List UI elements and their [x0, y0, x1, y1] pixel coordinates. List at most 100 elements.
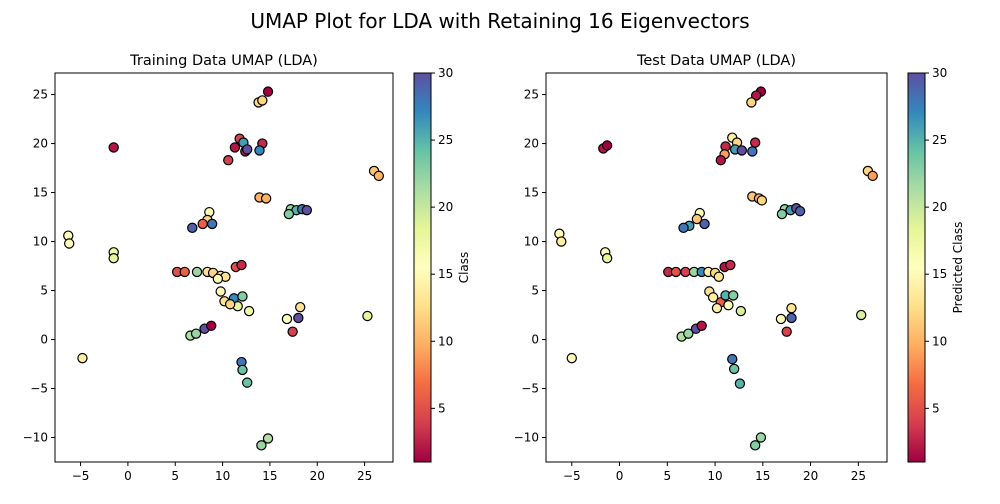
x-tick-label: 5: [663, 469, 671, 483]
scatter-point: [236, 259, 247, 271]
x-tick-label: 0: [616, 469, 624, 483]
x-tick-label: 15: [262, 469, 277, 483]
y-tick-label: 20: [33, 137, 48, 151]
scatter-point: [223, 155, 234, 166]
scatter-point: [680, 266, 691, 278]
y-tick-label: 25: [33, 88, 48, 102]
scatter-point: [212, 273, 224, 284]
scatter-point: [215, 286, 226, 297]
scatter-point: [262, 86, 274, 97]
scatter-point: [781, 326, 792, 337]
colorbar-tick-label: 20: [932, 200, 947, 214]
y-tick-label: −5: [521, 382, 539, 396]
colorbar-label: Class: [457, 252, 471, 284]
colorbar-tick-label: 25: [932, 133, 947, 147]
x-tick-label: 25: [851, 469, 866, 483]
scatter-point: [190, 328, 202, 339]
scatter-point: [281, 313, 293, 325]
scatter-point: [362, 310, 373, 322]
plot-area: [54, 72, 394, 463]
scatter-point: [867, 170, 878, 182]
colorbar: [413, 72, 432, 463]
scatter-point: [295, 301, 306, 313]
x-tick-label: 10: [707, 469, 722, 483]
y-tick-label: −10: [23, 431, 48, 445]
x-tick-label: −5: [72, 469, 90, 483]
scatter-point: [373, 170, 384, 182]
figure-title: UMAP Plot for LDA with Retaining 16 Eige…: [250, 9, 749, 33]
scatter-point: [241, 144, 253, 155]
y-tick-label: 20: [524, 137, 539, 151]
scatter-point: [179, 266, 190, 278]
colorbar-tick-label: 30: [438, 66, 453, 80]
y-tick-label: 0: [531, 333, 539, 347]
colorbar-tick-label: 5: [932, 401, 940, 415]
x-tick-label: 20: [310, 469, 325, 483]
scatter-point: [601, 140, 613, 151]
scatter-point: [725, 259, 736, 271]
scatter-point: [696, 320, 707, 332]
subplot-title: Test Data UMAP (LDA): [636, 53, 796, 69]
scatter-point: [735, 305, 747, 317]
x-tick-label: 0: [124, 469, 132, 483]
y-tick-label: 15: [524, 186, 539, 200]
colorbar: [907, 72, 926, 463]
x-tick-label: 20: [803, 469, 818, 483]
scatter-point: [756, 195, 768, 206]
scatter-point: [237, 364, 248, 376]
scatter-point: [715, 155, 726, 166]
scatter-point: [229, 142, 241, 153]
colorbar-tick-label: 10: [438, 334, 453, 348]
scatter-point: [746, 97, 757, 108]
x-tick-label: 10: [215, 469, 230, 483]
scatter-point: [197, 218, 208, 230]
scatter-point: [723, 300, 734, 311]
scatter-point: [728, 290, 739, 301]
scatter-point: [108, 252, 119, 264]
scatter-point: [755, 432, 767, 443]
scatter-point: [260, 193, 272, 204]
scatter-point: [749, 137, 761, 148]
scatter-point: [254, 145, 265, 156]
x-tick-label: 25: [357, 469, 372, 483]
y-tick-label: −10: [514, 431, 539, 445]
scatter-point: [707, 292, 719, 303]
y-tick-label: 10: [33, 235, 48, 249]
scatter-point: [108, 142, 119, 153]
scatter-point: [601, 252, 613, 264]
scatter-point: [736, 145, 748, 156]
scatter-point: [224, 299, 236, 310]
scatter-point: [711, 302, 723, 314]
scatter-point: [77, 352, 88, 364]
y-tick-label: 5: [40, 284, 48, 298]
scatter-point: [683, 328, 694, 339]
x-tick-label: −5: [563, 469, 581, 483]
scatter-point: [699, 218, 710, 230]
y-tick-label: 5: [531, 284, 539, 298]
x-tick-label: 5: [171, 469, 179, 483]
scatter-point: [678, 222, 689, 234]
scatter-point: [728, 363, 740, 375]
scatter-point: [691, 213, 703, 225]
scatter-point: [243, 305, 255, 317]
plot-area: [545, 72, 888, 463]
scatter-point: [556, 236, 567, 247]
colorbar-tick-label: 15: [438, 267, 453, 281]
scatter-point: [775, 313, 787, 325]
y-tick-label: 25: [524, 88, 539, 102]
panel-2: Test Data UMAP (LDA) −5 0 5 10 15 20 25 −10 −5 0 5 1…: [514, 53, 965, 483]
y-tick-label: 0: [40, 333, 48, 347]
scatter-point: [241, 377, 253, 388]
colorbar-tick-label: 20: [438, 200, 453, 214]
scatter-point: [262, 433, 274, 444]
scatter-point: [747, 146, 758, 157]
scatter-point: [287, 326, 298, 337]
scatter-point: [566, 352, 577, 364]
scatter-point: [187, 222, 198, 234]
y-tick-label: 10: [524, 235, 539, 249]
scatter-point: [749, 440, 761, 451]
scatter-point: [794, 205, 806, 217]
scatter-point: [856, 309, 867, 321]
scatter-point: [257, 95, 268, 106]
